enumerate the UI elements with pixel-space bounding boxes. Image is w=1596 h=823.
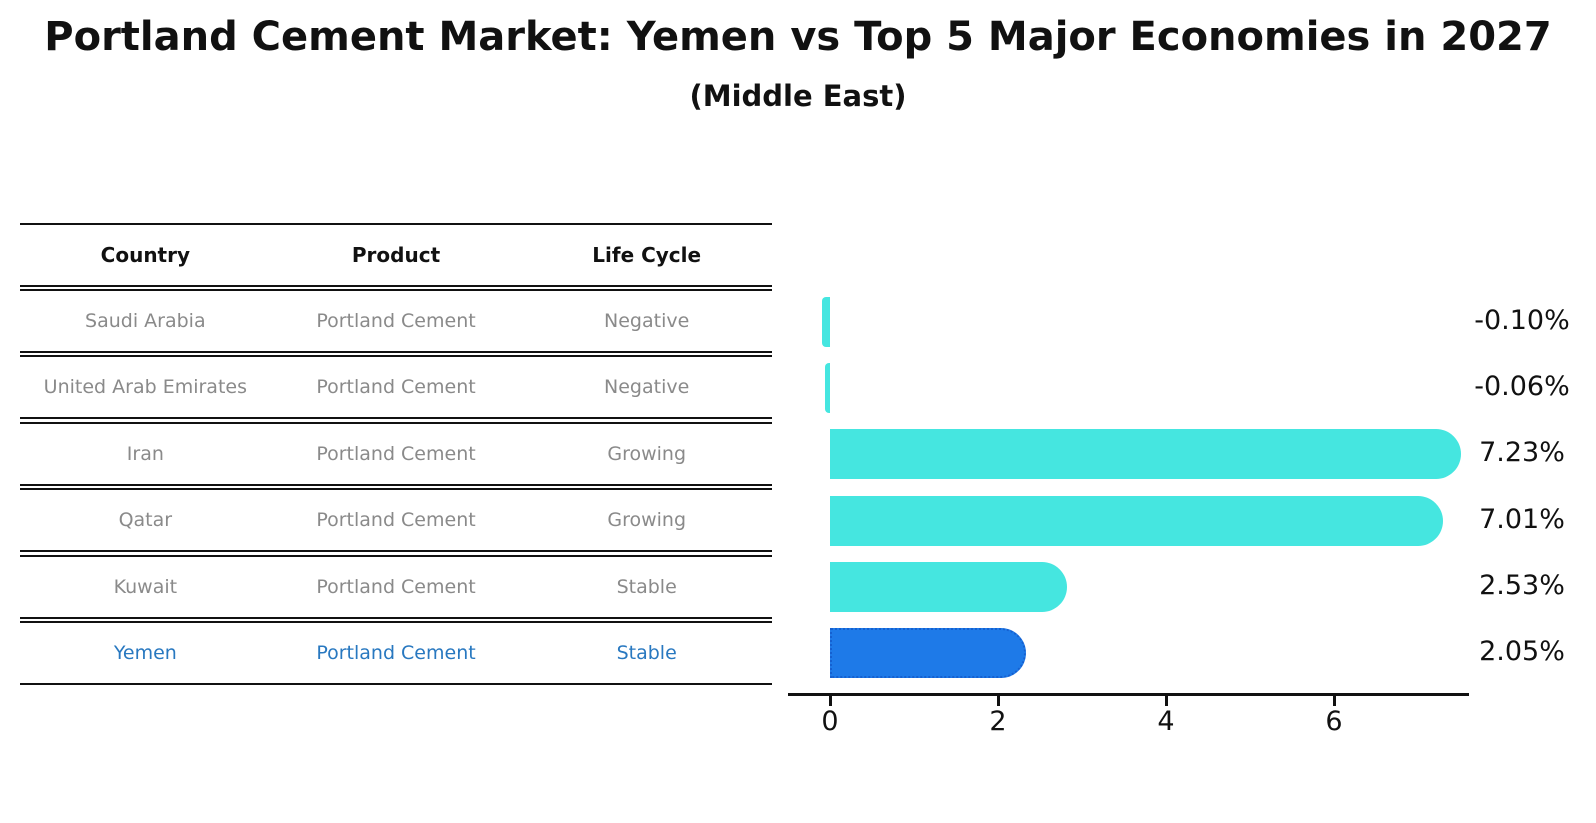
x-tick-label-0: 0 (821, 706, 839, 737)
cell-product: Portland Cement (316, 443, 476, 465)
cell-life-cycle: Negative (604, 376, 690, 398)
value-label-iran: 7.23% (1479, 437, 1565, 469)
cell-life-cycle: Stable (616, 642, 677, 664)
table-row: Qatar Portland Cement Growing (20, 488, 772, 552)
table-row-highlighted-yemen: Yemen Portland Cement Stable (20, 621, 772, 685)
cell-country: Iran (126, 443, 164, 465)
bar-kuwait (830, 561, 1067, 612)
bar-iran (830, 429, 1462, 480)
cell-country: Yemen (113, 642, 177, 664)
x-tick-label-6: 6 (1325, 706, 1343, 737)
column-header-country: Country (100, 243, 191, 267)
table-row: Saudi Arabia Portland Cement Negative (20, 289, 772, 353)
bar-saudi-arabia (821, 297, 830, 347)
column-header-life-cycle: Life Cycle (592, 243, 702, 267)
cell-life-cycle: Stable (616, 576, 677, 598)
value-label-united-arab-emirates: -0.06% (1474, 371, 1570, 403)
table-row: Iran Portland Cement Growing (20, 422, 772, 486)
chart-subtitle: (Middle East) (689, 79, 907, 113)
x-axis-tick-2 (996, 696, 1000, 706)
bar-chart-plot-area (788, 290, 1469, 693)
cell-country: Kuwait (113, 576, 178, 598)
value-label-qatar: 7.01% (1479, 503, 1565, 535)
cell-life-cycle: Growing (607, 443, 687, 465)
value-label-yemen: 2.05% (1479, 636, 1565, 667)
x-tick-label-4: 4 (1157, 706, 1175, 737)
cell-product: Portland Cement (316, 376, 476, 398)
cell-life-cycle: Growing (607, 509, 687, 531)
x-axis-line (788, 693, 1469, 696)
x-axis-tick-6 (1332, 696, 1336, 706)
cell-life-cycle: Negative (604, 310, 690, 332)
value-label-kuwait: 2.53% (1479, 569, 1565, 601)
cell-product: Portland Cement (316, 642, 476, 664)
table-row: Kuwait Portland Cement Stable (20, 555, 772, 619)
cell-country: United Arab Emirates (43, 376, 247, 398)
table-header-row: Country Product Life Cycle (20, 223, 772, 287)
bar-yemen (830, 628, 1027, 678)
x-axis-tick-4 (1164, 696, 1168, 706)
x-axis-tick-0 (828, 696, 832, 706)
x-tick-label-2: 2 (989, 706, 1007, 737)
cell-product: Portland Cement (316, 509, 476, 531)
table-row: United Arab Emirates Portland Cement Neg… (20, 355, 772, 419)
cell-country: Qatar (118, 509, 173, 531)
bar-qatar (830, 495, 1443, 546)
cell-product: Portland Cement (316, 576, 476, 598)
cell-product: Portland Cement (316, 310, 476, 332)
cell-country: Saudi Arabia (85, 310, 206, 332)
bar-united-arab-emirates (824, 363, 830, 414)
value-label-saudi-arabia: -0.10% (1474, 305, 1570, 336)
column-header-product: Product (351, 243, 441, 267)
chart-title: Portland Cement Market: Yemen vs Top 5 M… (44, 14, 1552, 60)
